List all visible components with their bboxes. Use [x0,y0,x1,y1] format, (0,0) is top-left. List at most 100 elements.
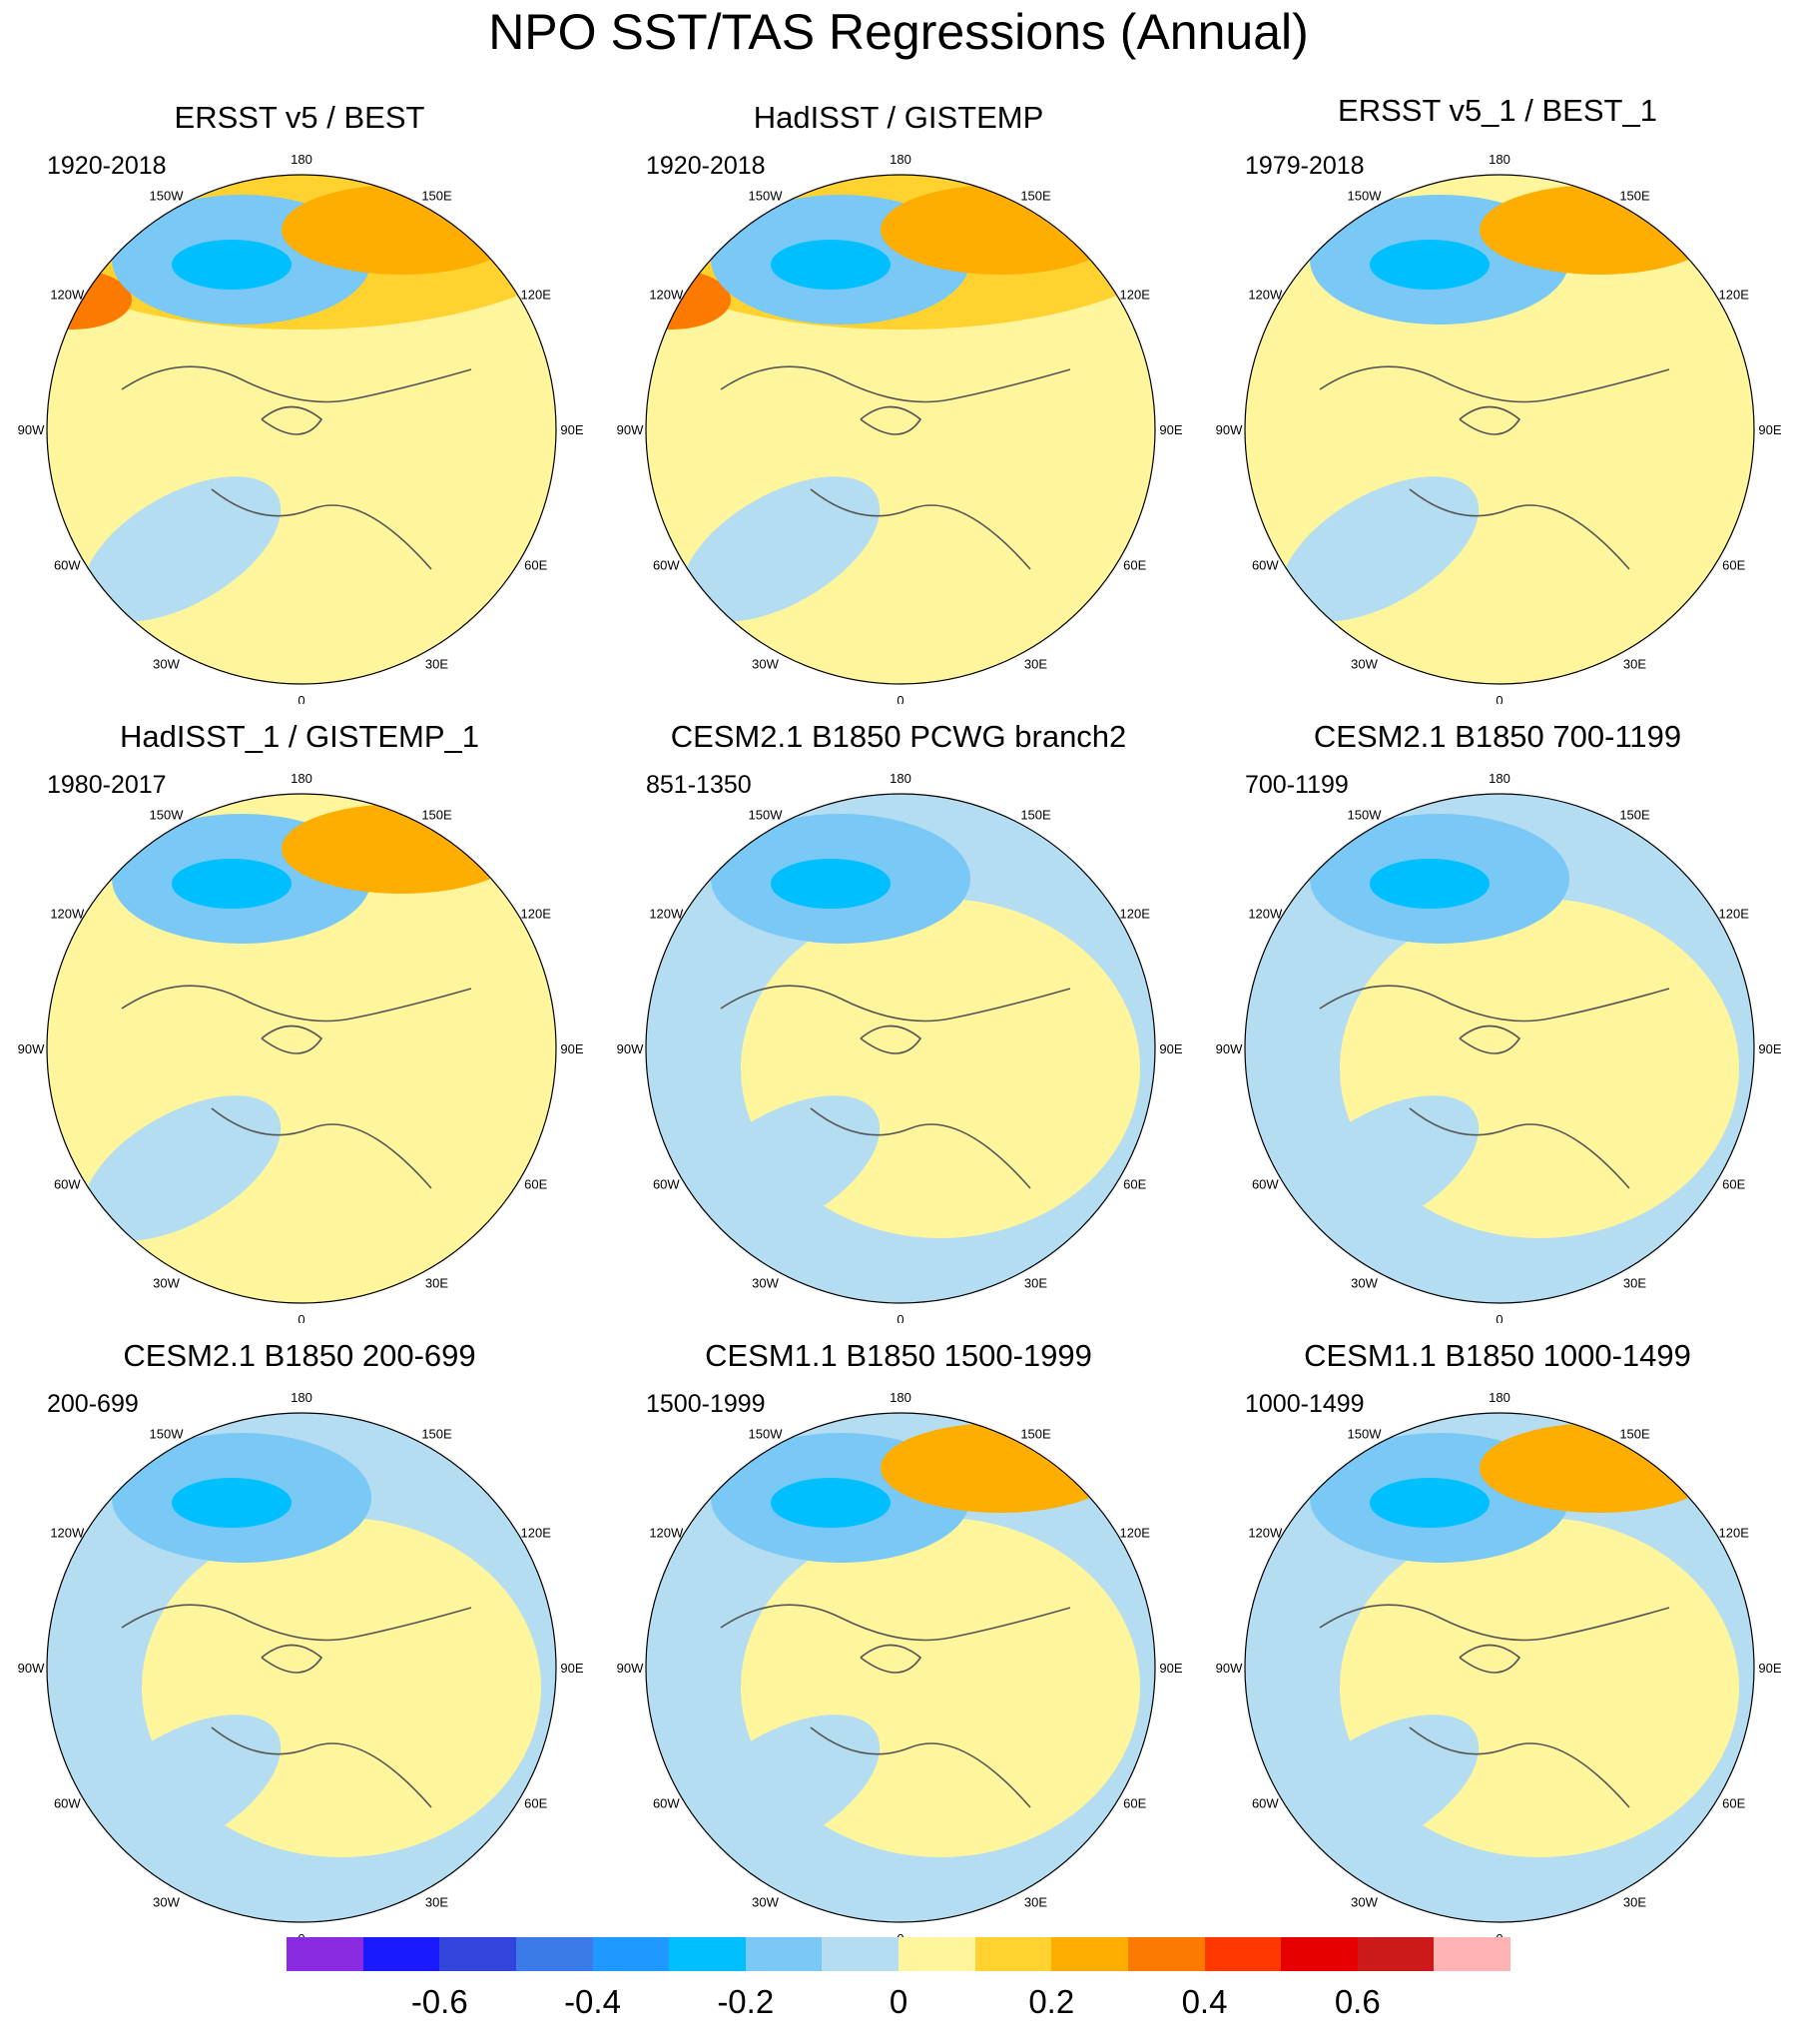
anomaly-region [172,240,292,290]
longitude-label: 180 [1489,771,1510,786]
anomaly-region [1370,240,1490,290]
anomaly-field [1245,175,1754,684]
longitude-label: 60W [653,558,680,573]
coastline [720,365,1071,570]
longitude-label: 30W [1351,1276,1378,1291]
longitude-label: 90E [560,1661,583,1676]
map-outline [1244,1412,1755,1923]
map-outline [46,1412,557,1923]
colorbar-tick-label: -0.6 [410,1983,468,2020]
longitude-label: 180 [291,152,312,167]
longitude-label: 90E [1159,1041,1182,1056]
longitude-label: 30W [752,657,779,672]
anomaly-field [646,175,1155,684]
map-outline [1244,793,1755,1304]
longitude-label: 60W [54,1796,81,1811]
panel-title: HadISST / GISTEMP [753,100,1044,135]
colorbar-swatch [898,1937,975,1971]
colorbar-swatch [287,1937,363,1971]
colorbar-swatch [439,1937,517,1971]
longitude-label: 120E [521,907,552,922]
longitude-label: 180 [291,1390,312,1405]
map-panel: ERSST v5_1 / BEST_1 1979-2018 180 150E 120E 9… [1198,85,1797,704]
map-outline [46,793,557,1304]
anomaly-region [681,1714,881,1860]
anomaly-region [771,240,891,290]
longitude-label: 90E [1758,1661,1781,1676]
polar-map: 180 150E 120E 90E 60E 30E 0 30W 60W 90W 120W 150W [18,1390,584,1942]
anomaly-region [82,476,282,622]
panel-period: 1920-2018 [646,152,766,180]
longitude-label: 120W [50,1526,85,1541]
longitude-label: 0 [1496,1931,1502,1942]
longitude-label: 30W [752,1895,779,1910]
colorbar-swatch [515,1937,593,1971]
longitude-label: 90W [617,422,644,437]
longitude-label: 120W [50,288,85,303]
longitude-label: 60E [524,1796,547,1811]
longitude-label: 120E [1719,907,1750,922]
longitude-label: 180 [291,771,312,786]
longitude-label: 120E [1120,907,1151,922]
anomaly-region [681,476,881,622]
longitude-label: 30E [425,1895,448,1910]
map-outline [645,1412,1156,1923]
longitude-label: 0 [897,1312,903,1323]
anomaly-region [1370,859,1490,909]
longitude-label: 90W [18,422,45,437]
panel-period: 700-1199 [1245,771,1349,799]
longitude-label: 60W [1252,1177,1279,1192]
anomaly-region [172,859,292,909]
panel-period: 1980-2017 [47,771,167,799]
longitude-label: 150W [150,188,185,203]
colorbar-swatch [822,1937,899,1971]
longitude-label: 120E [1719,288,1750,303]
anomaly-region [1280,1714,1480,1860]
longitude-label: 150E [1619,807,1650,822]
coastline [1319,365,1670,570]
longitude-label: 150W [749,807,784,822]
anomaly-field [47,175,556,684]
anomaly-field [47,1413,556,1922]
longitude-label: 60W [653,1177,680,1192]
panel-period: 200-699 [47,1390,139,1418]
longitude-label: 150W [1348,188,1383,203]
colorbar-tick-label: 0.6 [1334,1983,1381,2020]
map-panel: CESM2.1 B1850 200-699 200-699 180 150E 120E 9… [0,1323,599,1942]
anomaly-region [771,859,891,909]
longitude-label: 90E [1159,422,1182,437]
longitude-label: 90E [560,422,583,437]
longitude-label: 0 [298,1312,304,1323]
panel-title: CESM2.1 B1850 700-1199 [1313,719,1682,754]
colorbar-tick-label: 0.4 [1181,1983,1228,2020]
coastline [720,1604,1071,1808]
coastline [720,985,1071,1189]
longitude-label: 60E [1722,1177,1745,1192]
longitude-label: 150E [421,1426,452,1441]
longitude-label: 150W [1348,807,1383,822]
anomaly-region [1280,1095,1480,1241]
map-outline [46,174,557,685]
anomaly-region [282,804,521,894]
longitude-label: 30W [153,657,180,672]
longitude-label: 90E [1758,1041,1781,1056]
panel-title: ERSST v5 / BEST [174,100,425,135]
map-panel: CESM1.1 B1850 1000-1499 1000-1499 180 150E 1… [1198,1323,1797,1942]
longitude-label: 30E [1024,657,1047,672]
panel-title: CESM1.1 B1850 1500-1999 [705,1338,1092,1373]
colorbar-swatch [1281,1937,1359,1971]
coastline [121,985,472,1189]
panel-period: 1500-1999 [646,1390,766,1418]
coastline [1319,1604,1670,1808]
panel-title: CESM2.1 B1850 PCWG branch2 [670,719,1127,754]
longitude-label: 150W [150,1426,185,1441]
anomaly-region [1480,185,1719,275]
longitude-label: 60W [1252,558,1279,573]
longitude-label: 30E [425,657,448,672]
anomaly-region [771,1478,891,1528]
anomaly-region [82,1714,282,1860]
longitude-label: 150E [1619,1426,1650,1441]
polar-map: 180 150E 120E 90E 60E 30E 0 30W 60W 90W 120W 150W [1216,1390,1782,1942]
longitude-label: 30E [1623,1276,1646,1291]
longitude-label: 90E [1758,422,1781,437]
